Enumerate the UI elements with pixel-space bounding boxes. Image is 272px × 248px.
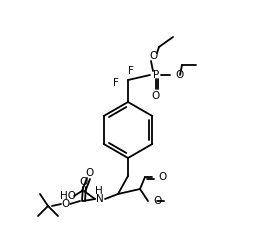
Text: P: P [153, 70, 159, 80]
Text: HO: HO [60, 191, 76, 201]
Text: O: O [158, 172, 166, 182]
Text: N: N [96, 194, 104, 204]
Text: O: O [175, 70, 183, 80]
Text: O: O [152, 91, 160, 101]
Text: O: O [149, 51, 157, 61]
Text: F: F [128, 66, 134, 76]
Text: F: F [113, 78, 119, 88]
Text: O: O [80, 177, 88, 187]
Text: H: H [95, 186, 103, 196]
Text: O: O [85, 168, 93, 178]
Text: O: O [62, 199, 70, 209]
Text: O: O [153, 196, 161, 206]
